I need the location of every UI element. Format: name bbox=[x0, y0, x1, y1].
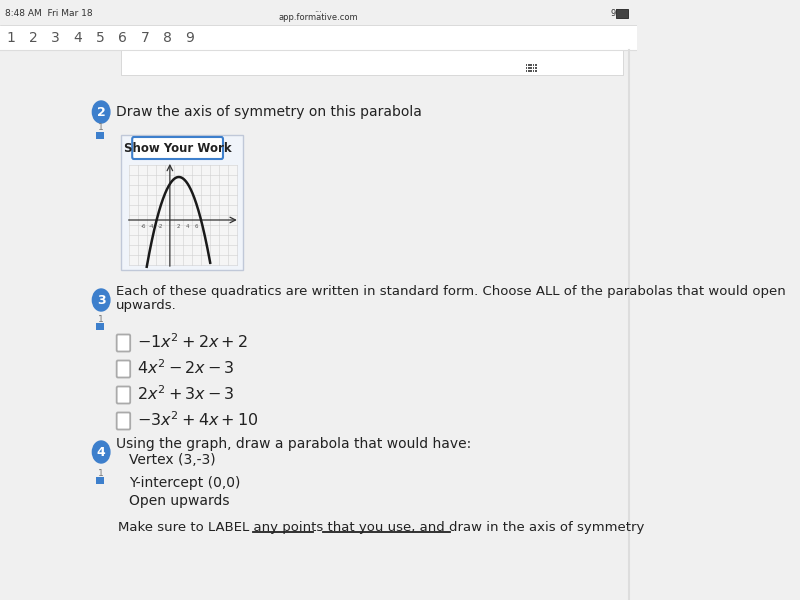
FancyBboxPatch shape bbox=[96, 477, 104, 484]
FancyBboxPatch shape bbox=[121, 135, 243, 270]
FancyBboxPatch shape bbox=[535, 64, 537, 66]
FancyBboxPatch shape bbox=[535, 70, 537, 72]
Text: 7: 7 bbox=[141, 31, 150, 45]
FancyBboxPatch shape bbox=[96, 132, 104, 139]
Text: 4: 4 bbox=[97, 445, 106, 458]
Text: 9: 9 bbox=[185, 31, 194, 45]
Text: 4: 4 bbox=[74, 31, 82, 45]
Text: 8: 8 bbox=[163, 31, 172, 45]
Text: 2: 2 bbox=[29, 31, 38, 45]
Text: Y-intercept (0,0): Y-intercept (0,0) bbox=[129, 476, 240, 490]
Text: Each of these quadratics are written in standard form. Choose ALL of the parabol: Each of these quadratics are written in … bbox=[116, 286, 786, 298]
Text: app.formative.com: app.formative.com bbox=[278, 13, 358, 22]
Text: 95%: 95% bbox=[610, 8, 629, 17]
Text: Using the graph, draw a parabola that would have:: Using the graph, draw a parabola that wo… bbox=[116, 437, 471, 451]
Text: $2x^2 + 3x - 3$: $2x^2 + 3x - 3$ bbox=[137, 385, 234, 403]
Circle shape bbox=[92, 289, 110, 311]
Text: Show Your Work: Show Your Work bbox=[124, 142, 231, 154]
Text: 4: 4 bbox=[186, 224, 190, 229]
FancyBboxPatch shape bbox=[526, 70, 527, 72]
FancyBboxPatch shape bbox=[117, 335, 130, 352]
FancyBboxPatch shape bbox=[526, 64, 527, 66]
Text: Vertex (3,-3): Vertex (3,-3) bbox=[129, 453, 216, 467]
Text: 1: 1 bbox=[6, 31, 15, 45]
FancyBboxPatch shape bbox=[528, 64, 530, 66]
Text: 1: 1 bbox=[98, 469, 104, 478]
FancyBboxPatch shape bbox=[533, 64, 534, 66]
Text: -2: -2 bbox=[158, 224, 164, 229]
FancyBboxPatch shape bbox=[533, 67, 534, 69]
FancyBboxPatch shape bbox=[0, 25, 637, 50]
Text: 3: 3 bbox=[97, 293, 106, 307]
FancyBboxPatch shape bbox=[132, 137, 223, 159]
Text: Draw the axis of symmetry on this parabola: Draw the axis of symmetry on this parabo… bbox=[116, 105, 422, 119]
Text: 2: 2 bbox=[97, 106, 106, 118]
Text: $-3x^2 + 4x + 10$: $-3x^2 + 4x + 10$ bbox=[137, 410, 258, 430]
FancyBboxPatch shape bbox=[530, 70, 532, 72]
Text: 2: 2 bbox=[177, 224, 181, 229]
FancyBboxPatch shape bbox=[117, 386, 130, 403]
FancyBboxPatch shape bbox=[615, 9, 628, 18]
Text: -4: -4 bbox=[149, 224, 154, 229]
FancyBboxPatch shape bbox=[117, 413, 130, 430]
Text: 1: 1 bbox=[98, 314, 104, 323]
Text: 3: 3 bbox=[51, 31, 60, 45]
Text: ...: ... bbox=[314, 4, 322, 13]
FancyBboxPatch shape bbox=[0, 50, 629, 600]
FancyBboxPatch shape bbox=[528, 67, 530, 69]
FancyBboxPatch shape bbox=[526, 67, 527, 69]
FancyBboxPatch shape bbox=[96, 323, 104, 330]
Circle shape bbox=[92, 101, 110, 123]
Text: 5: 5 bbox=[96, 31, 105, 45]
Text: Make sure to LABEL any points that you use, and draw in the axis of symmetry: Make sure to LABEL any points that you u… bbox=[118, 520, 644, 533]
FancyBboxPatch shape bbox=[528, 70, 530, 72]
Text: 6: 6 bbox=[195, 224, 198, 229]
FancyBboxPatch shape bbox=[121, 50, 622, 75]
FancyBboxPatch shape bbox=[0, 0, 637, 25]
Text: 6: 6 bbox=[118, 31, 127, 45]
Text: 1: 1 bbox=[98, 124, 104, 133]
FancyBboxPatch shape bbox=[117, 361, 130, 377]
Text: -6: -6 bbox=[140, 224, 146, 229]
Text: Open upwards: Open upwards bbox=[129, 494, 230, 508]
FancyBboxPatch shape bbox=[530, 67, 532, 69]
Text: 8:48 AM  Fri Mar 18: 8:48 AM Fri Mar 18 bbox=[5, 8, 93, 17]
FancyBboxPatch shape bbox=[530, 64, 532, 66]
Circle shape bbox=[92, 441, 110, 463]
FancyBboxPatch shape bbox=[533, 70, 534, 72]
Text: $-1x^2 + 2x + 2$: $-1x^2 + 2x + 2$ bbox=[137, 332, 248, 352]
FancyBboxPatch shape bbox=[129, 165, 237, 265]
FancyBboxPatch shape bbox=[535, 67, 537, 69]
Text: $4x^2 - 2x - 3$: $4x^2 - 2x - 3$ bbox=[137, 359, 234, 377]
Text: upwards.: upwards. bbox=[116, 298, 177, 311]
